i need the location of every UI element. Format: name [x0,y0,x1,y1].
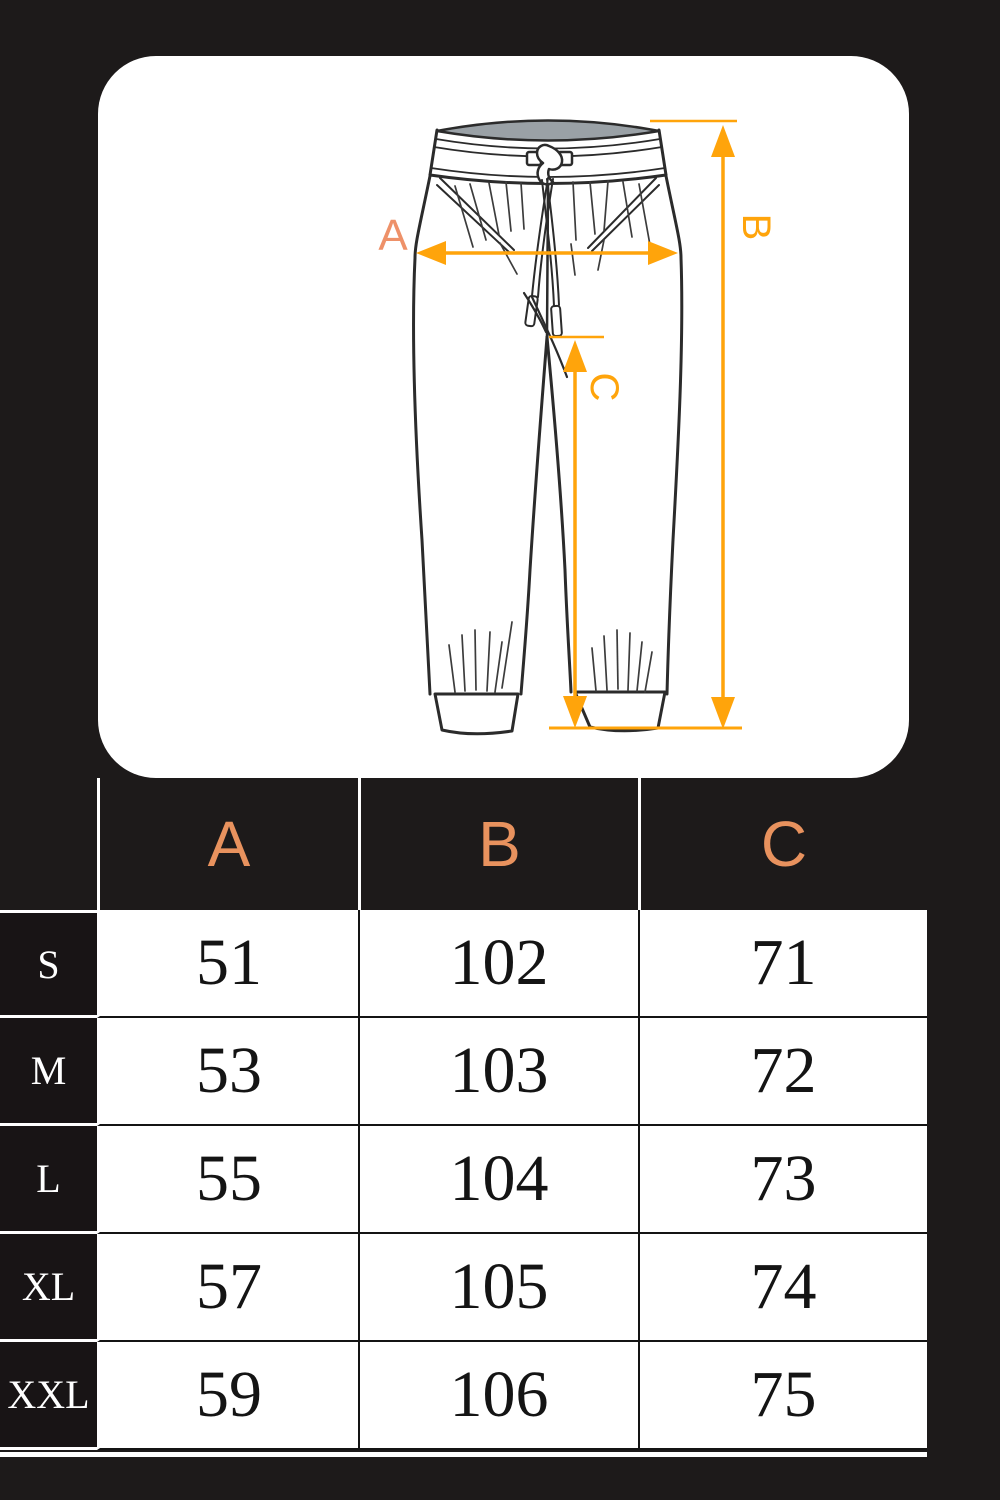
card-background [98,56,909,778]
cell-value: 53 [97,1018,358,1126]
cell-value: 73 [638,1126,927,1234]
cell-value: 57 [97,1234,358,1342]
row-label: M [0,1018,97,1126]
cell-value: 51 [97,910,358,1018]
dimension-label-b: B [734,214,778,241]
cell-value: 74 [638,1234,927,1342]
row-label: S [0,910,97,1018]
cell-value: 59 [97,1342,358,1450]
dimension-label-a: A [378,211,408,260]
size-table: A B C S 51 102 71 M 53 103 72 L 55 104 7… [0,778,927,1450]
table-bottom-border [0,1452,927,1457]
dimension-label-c: C [582,373,626,402]
row-label: L [0,1126,97,1234]
dimension-arrows [416,119,742,730]
illustration-card: A B C [98,56,909,778]
table-row-xl: XL 57 105 74 [0,1234,927,1342]
table-row-l: L 55 104 73 [0,1126,927,1234]
header-spacer [0,778,97,910]
cell-value: 104 [358,1126,638,1234]
row-label: XL [0,1234,97,1342]
cell-value: 106 [358,1342,638,1450]
cell-value: 102 [358,910,638,1018]
table-row-xxl: XXL 59 106 75 [0,1342,927,1450]
column-header-a: A [97,778,358,910]
cell-value: 71 [638,910,927,1018]
pants-technical-drawing: A B C [98,56,909,778]
cell-value: 103 [358,1018,638,1126]
column-header-c: C [638,778,927,910]
cell-value: 72 [638,1018,927,1126]
cell-value: 105 [358,1234,638,1342]
size-table-header-row: A B C [0,778,927,910]
cell-value: 75 [638,1342,927,1450]
table-row-m: M 53 103 72 [0,1018,927,1126]
column-header-b: B [358,778,638,910]
cell-value: 55 [97,1126,358,1234]
row-label: XXL [0,1342,97,1450]
table-row-s: S 51 102 71 [0,910,927,1018]
